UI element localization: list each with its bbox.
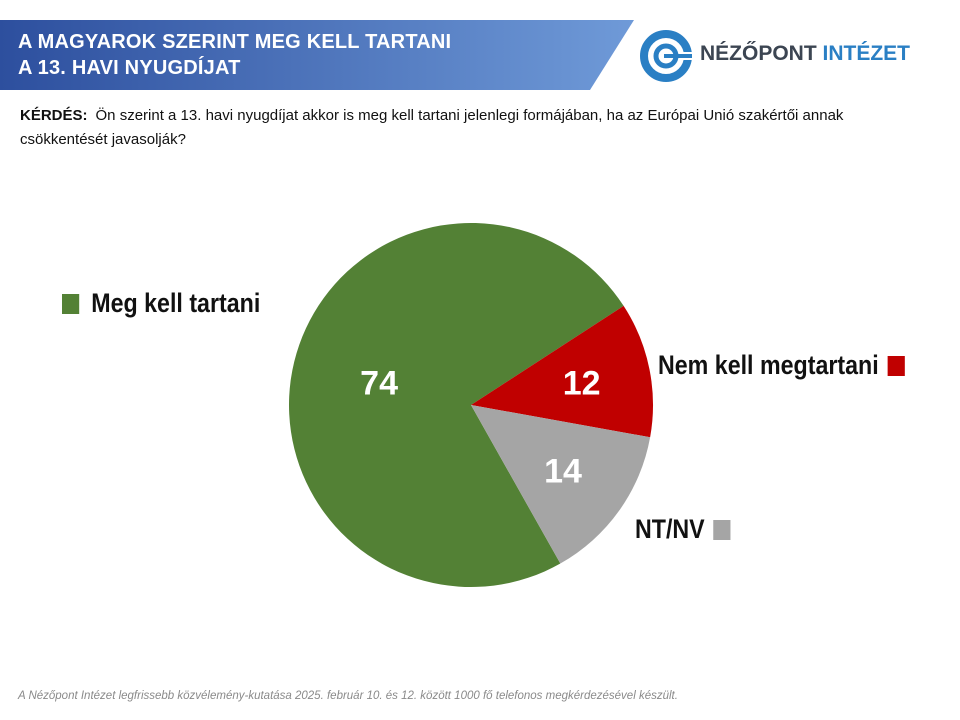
pie-slice-nt-nv xyxy=(471,405,651,564)
legend-label-meg-kell-tartani: Meg kell tartani xyxy=(91,288,261,318)
question-text: Ön szerint a 13. havi nyugdíjat akkor is… xyxy=(20,107,844,148)
data-label-meg-kell-tartani: 74 xyxy=(360,364,398,402)
question-label: KÉRDÉS: xyxy=(20,107,88,124)
page-title: A MAGYAROK SZERINT MEG KELL TARTANI A 13… xyxy=(18,29,451,81)
title-line-2: A 13. HAVI NYUGDÍJAT xyxy=(18,57,241,79)
banner-background xyxy=(0,20,634,90)
pie-slice-nem-kell-megtartani xyxy=(471,305,653,438)
legend-swatch-meg-kell-tartani xyxy=(62,293,80,314)
legend-swatch-nt-nv xyxy=(713,519,731,540)
logo-text: NÉZŐPONT INTÉZET xyxy=(700,42,910,66)
legend-swatch-nem-kell-megtartani xyxy=(887,355,905,376)
pie-slice-meg-kell-tartani xyxy=(289,223,624,588)
nezopont-logo: NÉZŐPONT INTÉZET xyxy=(638,28,938,84)
footnote: A Nézőpont Intézet legfrissebb közvélemé… xyxy=(18,690,678,702)
legend-item-meg-kell-tartani: Meg kell tartani xyxy=(62,288,260,319)
logo-text-part1: NÉZŐPONT xyxy=(700,42,817,65)
nezopont-logo-icon xyxy=(640,30,694,82)
legend-item-nem-kell-megtartani: Nem kell megtartani xyxy=(658,350,905,381)
data-label-nt-nv: 14 xyxy=(544,452,582,490)
logo-text-part2: INTÉZET xyxy=(822,42,911,65)
legend-label-nem-kell-megtartani: Nem kell megtartani xyxy=(658,350,879,380)
legend-label-nt-nv: NT/NV xyxy=(635,514,705,544)
legend-item-nt-nv: NT/NV xyxy=(635,514,731,545)
title-line-1: A MAGYAROK SZERINT MEG KELL TARTANI xyxy=(18,31,452,53)
data-label-nem-kell-megtartani: 12 xyxy=(563,365,601,403)
survey-question: KÉRDÉS: Ön szerint a 13. havi nyugdíjat a… xyxy=(20,104,920,152)
title-banner: A MAGYAROK SZERINT MEG KELL TARTANI A 13… xyxy=(0,20,640,90)
